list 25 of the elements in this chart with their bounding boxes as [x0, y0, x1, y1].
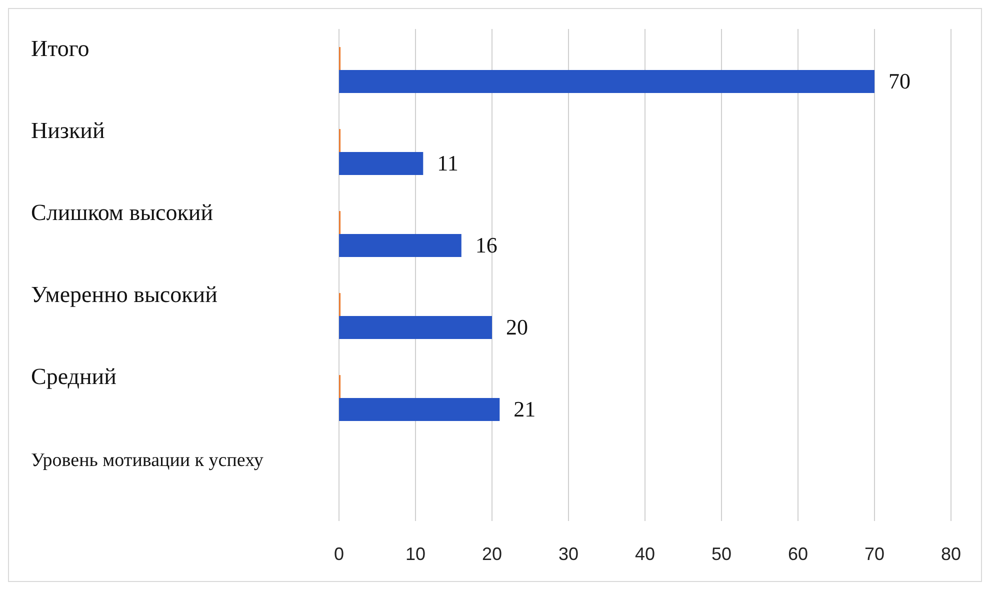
- y-tick-label: Итого: [31, 36, 90, 61]
- y-tick-label: Средний: [31, 364, 116, 389]
- x-tick-label: 60: [788, 544, 808, 564]
- data-label: 16: [475, 232, 498, 258]
- bar: [339, 398, 500, 422]
- bar: [339, 316, 492, 340]
- x-tick-label: 80: [940, 544, 962, 564]
- data-label: 11: [437, 150, 458, 176]
- x-tick-label: 10: [405, 544, 426, 564]
- bar: [339, 70, 874, 94]
- y-tick-label: Низкий: [31, 118, 105, 143]
- x-tick-label: 0: [334, 544, 344, 564]
- y-tick-label: Умеренно высокий: [31, 282, 218, 307]
- bar: [339, 234, 462, 258]
- data-label: 21: [514, 396, 536, 422]
- x-tick-label: 20: [482, 544, 502, 564]
- x-tick-label: 70: [864, 544, 885, 564]
- data-label: 20: [506, 314, 528, 340]
- y-tick-label: Уровень мотивации к успеху: [31, 450, 264, 471]
- bar: [339, 152, 424, 176]
- x-tick-label: 50: [711, 544, 732, 564]
- x-tick-label: 30: [558, 544, 579, 564]
- data-label: 70: [888, 68, 910, 94]
- y-tick-label: Слишком высокий: [31, 200, 214, 225]
- x-tick-label: 40: [634, 544, 656, 564]
